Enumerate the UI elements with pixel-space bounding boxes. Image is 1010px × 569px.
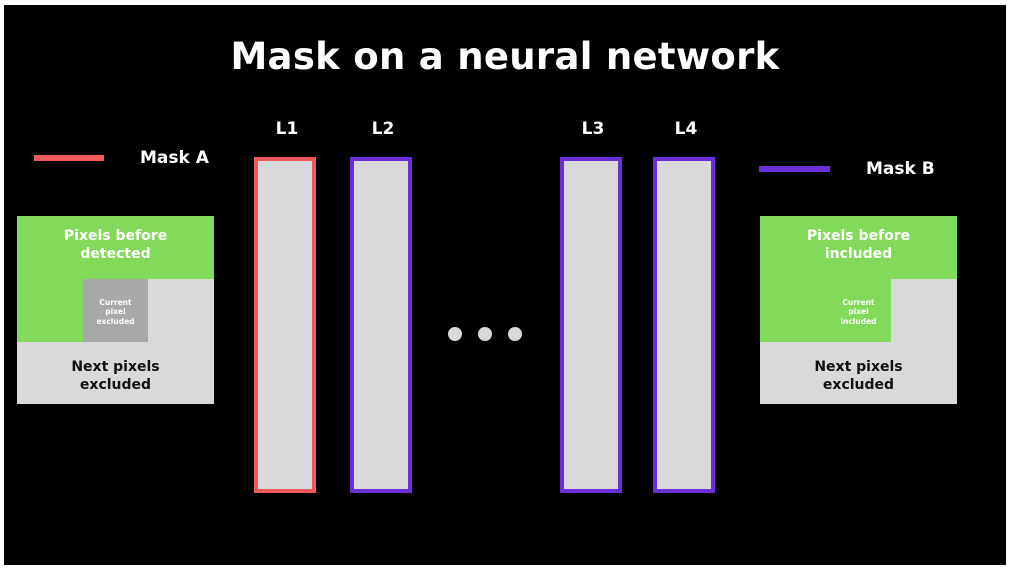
mask-b-pixel-grid: Pixels before included Current pixel inc… [760, 216, 957, 404]
mask-b-previous-pixels-cell: Pixels before included [760, 216, 957, 279]
mask-a-legend-label: Mask A [140, 148, 209, 168]
mask-b-current-pixel-cell: Current pixel included [826, 279, 891, 342]
mask-b-next-pixels-text: Next pixels excluded [814, 359, 903, 393]
mask-a-current-pixel-text: Current pixel excluded [96, 298, 135, 326]
mask-b-legend-line [759, 166, 830, 172]
mask-b-current-pixel-text: Current pixel included [840, 298, 877, 326]
mask-b-previous-pixels-text: Pixels before included [806, 228, 911, 262]
ellipsis-dot [448, 327, 462, 341]
mask-a-next-pixels-text: Next pixels excluded [71, 359, 160, 393]
mask-a-current-pixel-cell: Current pixel excluded [83, 279, 148, 342]
mask-b-right-pixel-cell [891, 279, 957, 342]
diagram-canvas: Mask on a neural network Mask A Mask B L… [4, 5, 1006, 565]
layer-label-l1: L1 [275, 119, 299, 139]
mask-a-pixel-grid: Pixels before detected Current pixel exc… [17, 216, 214, 404]
layer-label-l2: L2 [371, 119, 395, 139]
mask-a-previous-pixels-cell: Pixels before detected [17, 216, 214, 279]
diagram-title: Mask on a neural network [230, 35, 780, 78]
ellipsis-dot [478, 327, 492, 341]
layer-label-l3: L3 [581, 119, 605, 139]
mask-a-previous-pixels-text: Pixels before detected [63, 228, 168, 262]
mask-a-next-pixels-cell: Next pixels excluded [17, 342, 214, 404]
layer-l1 [254, 157, 316, 493]
mask-b-next-pixels-cell: Next pixels excluded [760, 342, 957, 404]
mask-b-left-pixel-cell [760, 279, 826, 342]
mask-a-left-pixel-cell [17, 279, 83, 342]
layer-l3 [560, 157, 622, 493]
mask-a-right-pixel-cell [148, 279, 214, 342]
mask-a-legend-line [34, 155, 104, 161]
layer-l4 [653, 157, 715, 493]
mask-b-legend-label: Mask B [866, 159, 935, 179]
layer-l2 [350, 157, 412, 493]
layer-label-l4: L4 [674, 119, 698, 139]
ellipsis-dot [508, 327, 522, 341]
